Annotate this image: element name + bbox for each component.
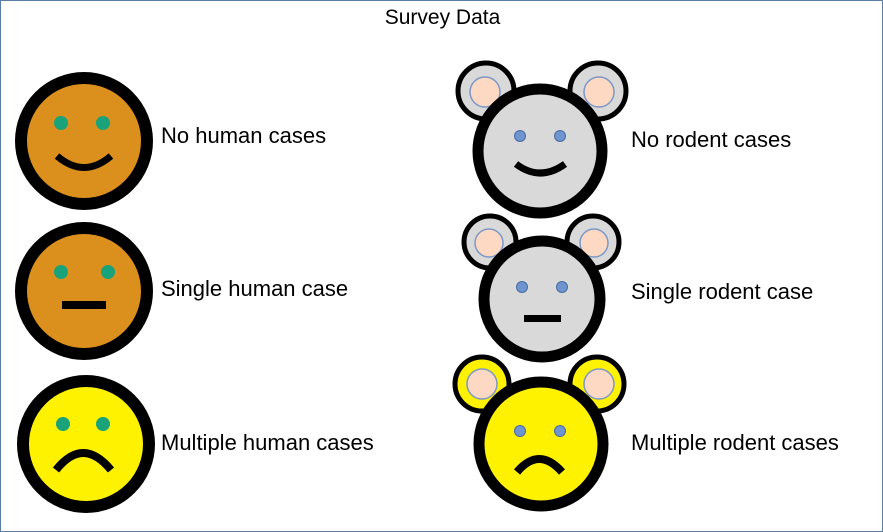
legend-label-human-none: No human cases — [161, 123, 327, 148]
sad-face-icon — [17, 375, 155, 513]
sad-mouse-icon — [452, 354, 627, 512]
legend-label-rodent-none: No rodent cases — [631, 127, 792, 152]
happy-face-icon — [15, 72, 153, 210]
legend-label-rodent-multiple: Multiple rodent cases — [631, 430, 839, 455]
neutral-mouse-icon — [461, 213, 622, 363]
legend-label-human-single: Single human case — [161, 276, 349, 301]
neutral-face-icon — [15, 222, 153, 360]
happy-mouse-icon — [455, 60, 629, 219]
legend-title: Survey Data — [384, 6, 501, 29]
legend-label-human-multiple: Multiple human cases — [161, 430, 374, 455]
legend-label-rodent-single: Single rodent case — [631, 279, 814, 304]
